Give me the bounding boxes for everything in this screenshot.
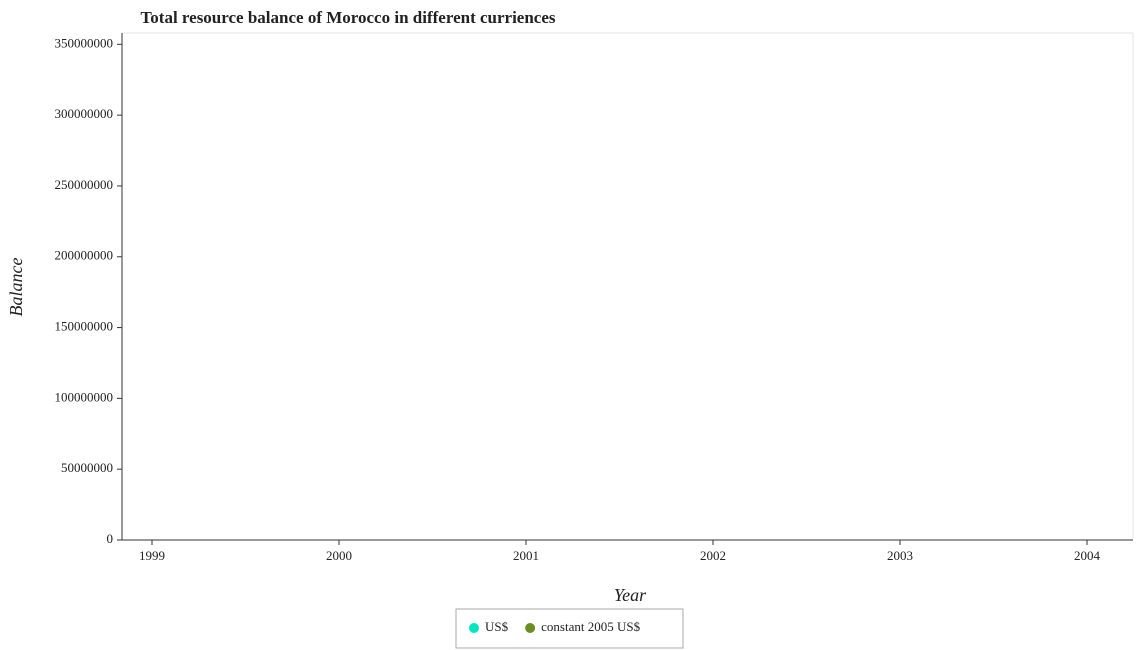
y-tick-label: 0 <box>107 531 114 546</box>
x-tick-label: 2004 <box>1074 548 1101 563</box>
legend-label: US$ <box>485 619 509 634</box>
y-tick-label: 50000000 <box>61 460 113 475</box>
y-tick-label: 250000000 <box>55 177 114 192</box>
legend-label: constant 2005 US$ <box>541 619 640 634</box>
legend <box>455 608 684 649</box>
x-tick-label: 2000 <box>326 548 352 563</box>
x-axis-title: Year <box>614 585 647 605</box>
y-tick-label: 200000000 <box>55 248 114 263</box>
y-tick-label: 350000000 <box>55 35 114 50</box>
y-tick-label: 300000000 <box>55 106 114 121</box>
legend-marker <box>525 623 536 633</box>
x-tick-label: 2003 <box>887 548 913 563</box>
y-axis-title: Balance <box>6 258 26 317</box>
x-tick-label: 1999 <box>139 548 165 563</box>
chart-title: Total resource balance of Morocco in dif… <box>141 8 556 27</box>
y-tick-label: 150000000 <box>55 319 114 334</box>
x-tick-label: 2001 <box>513 548 539 563</box>
y-tick-label: 100000000 <box>55 389 114 404</box>
x-tick-label: 2002 <box>700 548 726 563</box>
legend-marker <box>469 623 479 633</box>
